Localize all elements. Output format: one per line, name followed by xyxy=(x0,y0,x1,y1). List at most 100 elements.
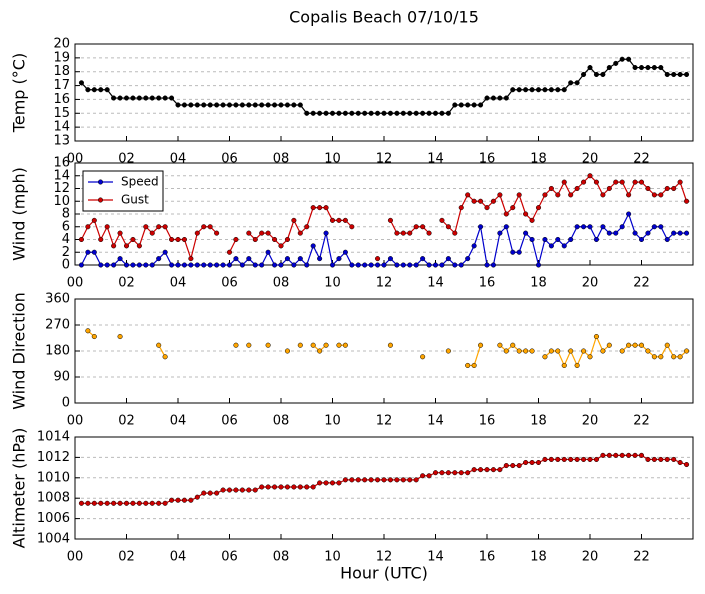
x-tick-label: 06 xyxy=(221,152,238,167)
data-point xyxy=(123,95,130,101)
data-point xyxy=(516,249,522,255)
data-point xyxy=(677,179,683,185)
data-point xyxy=(581,179,587,185)
data-point xyxy=(606,452,612,458)
data-point xyxy=(246,256,252,262)
data-point xyxy=(246,102,252,108)
x-tick-label: 08 xyxy=(273,414,290,429)
y-tick-label: 6 xyxy=(62,219,70,234)
y-tick-label: 90 xyxy=(53,370,70,385)
data-point xyxy=(426,230,432,236)
legend-marker xyxy=(97,179,104,185)
data-point xyxy=(194,262,200,268)
data-point xyxy=(156,256,162,262)
data-point xyxy=(626,342,632,348)
x-tick-label: 16 xyxy=(479,550,496,565)
data-point xyxy=(510,87,516,93)
data-point xyxy=(375,110,381,116)
plot-frame xyxy=(74,298,694,404)
data-point xyxy=(638,452,645,458)
data-point xyxy=(169,262,175,268)
data-point xyxy=(85,500,91,506)
data-point xyxy=(561,362,567,368)
y-tick-label: 12 xyxy=(53,181,70,196)
data-point xyxy=(516,192,522,198)
data-point xyxy=(490,198,496,204)
data-point xyxy=(214,490,220,496)
data-point xyxy=(548,348,554,354)
data-point xyxy=(375,262,381,268)
data-point xyxy=(651,354,657,360)
data-point xyxy=(323,205,329,211)
data-point xyxy=(684,230,690,236)
data-point xyxy=(349,224,355,230)
data-point xyxy=(98,262,104,268)
data-point xyxy=(503,95,509,101)
data-point xyxy=(664,342,670,348)
data-point xyxy=(310,110,316,116)
data-point xyxy=(336,342,342,348)
data-point xyxy=(136,500,142,506)
y-tick-label: 14 xyxy=(53,120,70,135)
data-point xyxy=(265,484,271,490)
data-point xyxy=(651,192,657,198)
data-point xyxy=(581,224,587,230)
data-point xyxy=(548,456,554,462)
data-point xyxy=(619,56,625,62)
data-point xyxy=(413,224,419,230)
data-point xyxy=(568,348,574,354)
data-point xyxy=(123,500,130,506)
data-point xyxy=(619,179,625,185)
data-point xyxy=(323,230,329,236)
data-point xyxy=(304,484,310,490)
data-point xyxy=(188,262,194,268)
data-point xyxy=(162,354,168,360)
data-point xyxy=(368,477,374,483)
data-point xyxy=(117,256,123,262)
data-point xyxy=(194,230,200,236)
data-point xyxy=(484,262,490,268)
x-tick-label: 22 xyxy=(633,414,650,429)
data-point xyxy=(246,230,252,236)
data-point xyxy=(458,470,464,476)
y-tick-label: 1014 xyxy=(37,430,70,445)
data-point xyxy=(632,452,638,458)
data-point xyxy=(510,342,516,348)
data-point xyxy=(111,500,117,506)
x-tick-label: 18 xyxy=(530,152,547,167)
data-point xyxy=(638,342,645,348)
data-point xyxy=(671,185,677,192)
data-point xyxy=(194,494,200,500)
data-point xyxy=(626,56,632,62)
data-line xyxy=(467,345,482,367)
data-point xyxy=(574,80,580,86)
data-point xyxy=(645,185,651,192)
data-point xyxy=(117,500,123,506)
data-point xyxy=(259,102,265,108)
x-tick-label: 16 xyxy=(479,414,496,429)
data-point xyxy=(123,243,130,249)
data-point xyxy=(194,102,200,108)
data-point xyxy=(252,262,258,268)
data-point xyxy=(561,456,567,462)
data-point xyxy=(123,262,130,268)
x-tick-label: 12 xyxy=(376,414,393,429)
data-point xyxy=(104,224,110,230)
y-tick-label: 1008 xyxy=(37,491,70,506)
data-point xyxy=(188,102,194,108)
data-point xyxy=(98,500,104,506)
data-point xyxy=(220,102,226,108)
data-point xyxy=(426,473,432,479)
x-tick-label: 10 xyxy=(324,152,341,167)
data-point xyxy=(542,236,548,243)
data-point xyxy=(426,110,432,116)
data-point xyxy=(658,354,664,360)
data-point xyxy=(310,484,316,490)
data-point xyxy=(613,230,619,236)
data-point xyxy=(239,102,245,108)
data-point xyxy=(149,500,155,506)
data-point xyxy=(458,205,464,211)
y-tick-label: 1010 xyxy=(37,470,70,485)
data-point xyxy=(593,236,599,243)
data-point xyxy=(606,185,612,192)
